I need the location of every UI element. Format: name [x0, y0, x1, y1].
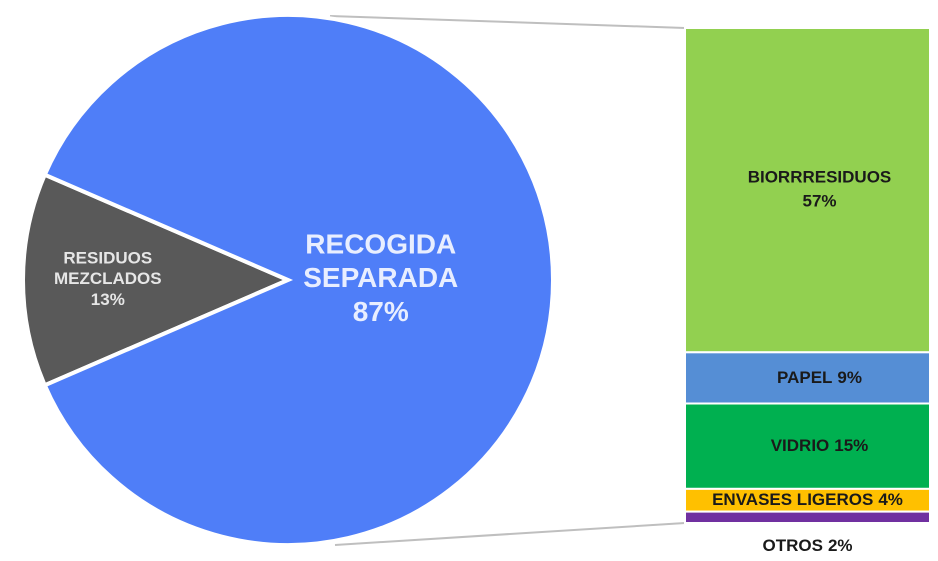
- bar-segment: [684, 351, 931, 405]
- connector-line: [334, 522, 686, 546]
- segment-label: VIDRIO 15%: [771, 437, 869, 456]
- segment-label: ENVASES LIGEROS 4%: [712, 491, 903, 510]
- segment-label: BIORRRESIDUOS: [748, 168, 892, 187]
- segment-value-label: 9%: [837, 368, 862, 387]
- segment-name: ENVASES LIGEROS: [712, 491, 873, 510]
- segment-value-label: 4%: [878, 491, 903, 510]
- bar-segment: [684, 27, 931, 354]
- slice-value-label: 13%: [91, 290, 125, 309]
- pie-slice: [21, 172, 294, 388]
- segment-value-label: 2%: [828, 536, 853, 555]
- slice-value-label: 87%: [353, 296, 409, 327]
- slice-label: RECOGIDA SEPARADA: [303, 229, 458, 294]
- segment-name: VIDRIO: [771, 437, 830, 456]
- pie-slice: [42, 13, 555, 547]
- segment-name: OTROS: [762, 536, 822, 555]
- segment-name: PAPEL: [777, 368, 832, 387]
- slice-label: RESIDUOS MEZCLADOS: [54, 249, 162, 288]
- segment-label: OTROS 2%: [762, 536, 852, 555]
- segment-value-label: 15%: [834, 437, 868, 456]
- connector-line: [329, 15, 686, 29]
- segment-label: PAPEL 9%: [777, 368, 862, 387]
- bar-segment: [684, 510, 931, 525]
- segment-value-label: 57%: [802, 192, 836, 211]
